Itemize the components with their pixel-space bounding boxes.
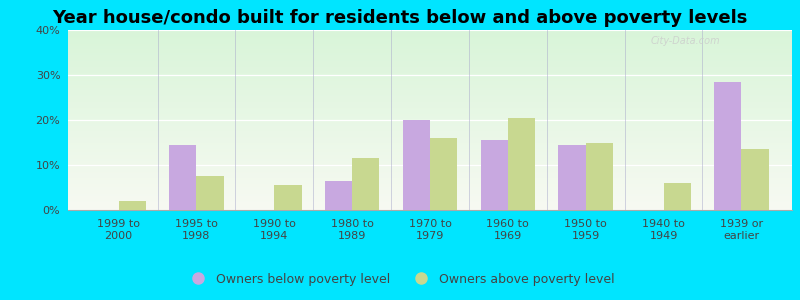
Bar [325, 181, 352, 210]
Text: City-Data.com: City-Data.com [650, 36, 720, 46]
Bar [118, 201, 146, 210]
Bar [714, 82, 742, 210]
Legend: Owners below poverty level, Owners above poverty level: Owners below poverty level, Owners above… [181, 268, 619, 291]
Bar [352, 158, 379, 210]
Bar [742, 149, 769, 210]
Bar [663, 183, 690, 210]
Bar [558, 145, 586, 210]
Bar [481, 140, 508, 210]
Bar [586, 142, 613, 210]
Text: Year house/condo built for residents below and above poverty levels: Year house/condo built for residents bel… [52, 9, 748, 27]
Bar [197, 176, 224, 210]
Bar [430, 138, 458, 210]
Bar [402, 120, 430, 210]
Bar [274, 185, 302, 210]
Bar [170, 145, 197, 210]
Bar [508, 118, 535, 210]
